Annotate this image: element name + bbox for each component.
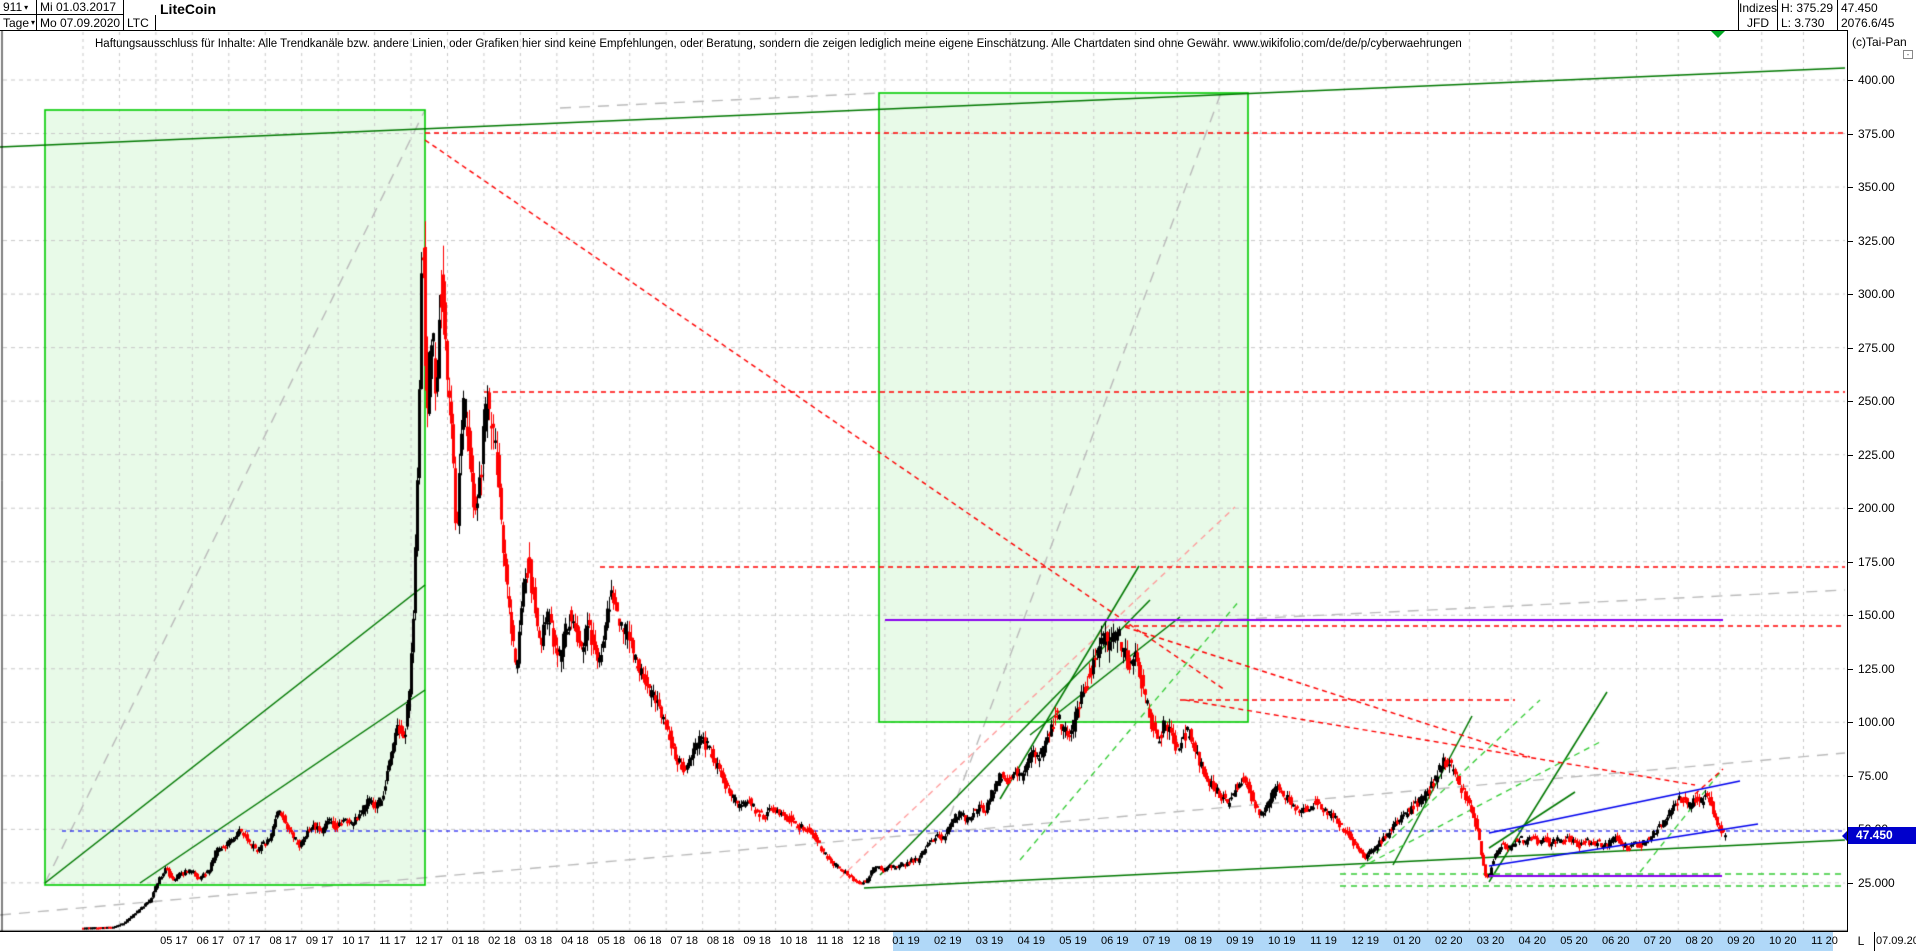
x-axis-label: 10 19 [1267, 935, 1296, 947]
last-price-badge: 47.450 [1842, 826, 1916, 844]
chart-header: 911 ▾ Tage ▾ Mi 01.03.2017 Mo 07.09.2020 L… [0, 0, 1916, 31]
x-axis-label: 01 20 [1393, 935, 1421, 947]
x-axis-label: 10 18 [779, 935, 808, 947]
linear-scale-button[interactable]: L [1848, 932, 1875, 951]
x-axis-label: 07 20 [1643, 935, 1672, 947]
copyright-label: (c)Tai-Pan [1852, 35, 1907, 49]
x-axis-label: 02 19 [933, 935, 962, 947]
y-axis-tick [1847, 882, 1853, 884]
x-axis-label: 01 19 [892, 935, 920, 947]
y-axis-label: 375.00 [1858, 126, 1895, 141]
x-axis-label: 03 19 [975, 935, 1004, 947]
y-axis-label: 25.000 [1858, 875, 1895, 890]
time-axis-highlight-band [893, 932, 1833, 951]
x-axis-label: 12 17 [415, 935, 443, 947]
x-axis-label: 11 18 [816, 935, 844, 947]
x-axis-label: 03 18 [524, 935, 553, 947]
y-axis-tick [1847, 347, 1853, 349]
x-axis-label: 07 17 [233, 935, 261, 947]
y-axis-label: 100.00 [1858, 715, 1895, 730]
y-axis-tick [1847, 508, 1853, 510]
x-axis-label: 09 20 [1727, 935, 1755, 947]
y-axis-tick [1847, 615, 1853, 617]
start-date: Mi 01.03.2017 [37, 0, 124, 15]
x-axis-label: 05 17 [160, 935, 188, 947]
x-axis-label: 06 20 [1601, 935, 1630, 947]
chart-canvas[interactable] [0, 0, 1847, 931]
series-high: H: 375.29 [1778, 0, 1838, 15]
x-axis-label: 07 19 [1142, 935, 1171, 947]
y-axis-label: 400.00 [1858, 73, 1895, 87]
disclaimer-text: Haftungsausschluss für Inhalte: Alle Tre… [95, 38, 1462, 50]
x-axis-label: 10 17 [342, 935, 370, 947]
y-axis-tick [1847, 775, 1853, 777]
y-axis-tick [1847, 187, 1853, 189]
x-axis-label: 08 20 [1685, 935, 1714, 947]
y-axis-label: 250.00 [1858, 394, 1895, 409]
x-axis-label: 04 20 [1518, 935, 1547, 947]
y-axis-label: 225.00 [1858, 447, 1895, 462]
x-axis-label: 09 19 [1226, 935, 1254, 947]
x-axis-label: 11 17 [379, 935, 406, 947]
x-axis-label: 04 19 [1017, 935, 1046, 947]
y-axis-tick [1847, 294, 1853, 296]
y-axis-tick [1847, 401, 1853, 403]
x-axis-label: 02 20 [1434, 935, 1463, 947]
y-axis-label: 300.00 [1858, 287, 1895, 302]
cursor-date-label: 07.09.20 [1876, 935, 1916, 947]
x-axis-label: 01 18 [451, 935, 480, 947]
chevron-down-icon: ▾ [31, 18, 36, 27]
x-axis-label: 03 20 [1476, 935, 1505, 947]
x-axis-label: 11 19 [1310, 935, 1337, 947]
bars-count-dropdown[interactable]: 911 ▾ [0, 0, 37, 15]
y-axis-label: 350.00 [1858, 180, 1895, 195]
x-axis-label: 04 18 [561, 935, 589, 947]
x-axis-label: 10 20 [1768, 935, 1797, 947]
group-label: Indizes [1738, 0, 1778, 15]
y-axis-label: 325.00 [1858, 233, 1895, 248]
series-low: L: 3.730 [1778, 15, 1838, 30]
x-axis-label: 09 18 [743, 935, 771, 947]
y-axis-label: 125.00 [1858, 661, 1895, 676]
instrument-title: LiteCoin [160, 1, 216, 17]
end-date: Mo 07.09.2020 [37, 15, 124, 30]
x-axis-label: 08 18 [706, 935, 735, 947]
x-axis-label: 06 17 [196, 935, 225, 947]
y-axis-tick [1847, 80, 1853, 81]
y-axis-tick [1847, 454, 1853, 456]
x-axis-label: 12 19 [1351, 935, 1380, 947]
x-axis-label: 05 18 [597, 935, 626, 947]
symbol-label: LTC [124, 15, 156, 30]
x-axis-label: 12 18 [852, 935, 881, 947]
x-axis-label: 08 19 [1184, 935, 1213, 947]
x-axis-label: 05 20 [1560, 935, 1588, 947]
x-axis-label: 07 18 [670, 935, 698, 947]
collapse-icon[interactable]: - [1903, 50, 1913, 59]
y-axis-tick [1847, 668, 1853, 670]
y-axis-tick [1847, 561, 1853, 563]
last-price: 47.450 [1841, 0, 1878, 15]
x-axis-label: 11 20 [1811, 935, 1838, 947]
price-axis-panel[interactable] [1847, 30, 1916, 932]
period-dropdown[interactable]: Tage ▾ [0, 15, 37, 30]
x-axis-label: 06 19 [1100, 935, 1129, 947]
y-axis-label: 75.00 [1858, 768, 1889, 783]
y-axis-tick [1847, 133, 1853, 135]
x-axis-label: 06 18 [633, 935, 662, 947]
source-label: JFD [1738, 15, 1778, 30]
points-info: 2076.6/45 [1841, 15, 1895, 30]
y-axis-label: 200.00 [1858, 501, 1895, 516]
y-axis-tick [1847, 722, 1853, 724]
x-axis-label: 08 17 [269, 935, 298, 947]
chevron-down-icon: ▾ [24, 2, 29, 12]
current-bar-marker-icon [1711, 31, 1725, 38]
x-axis-label: 05 19 [1059, 935, 1087, 947]
x-axis-label: 09 17 [305, 935, 334, 947]
y-axis-label: 175.00 [1858, 554, 1895, 569]
y-axis-tick [1847, 240, 1853, 242]
y-axis-label: 150.00 [1858, 608, 1895, 623]
x-axis-label: 02 18 [488, 935, 516, 947]
y-axis-label: 275.00 [1858, 340, 1895, 355]
